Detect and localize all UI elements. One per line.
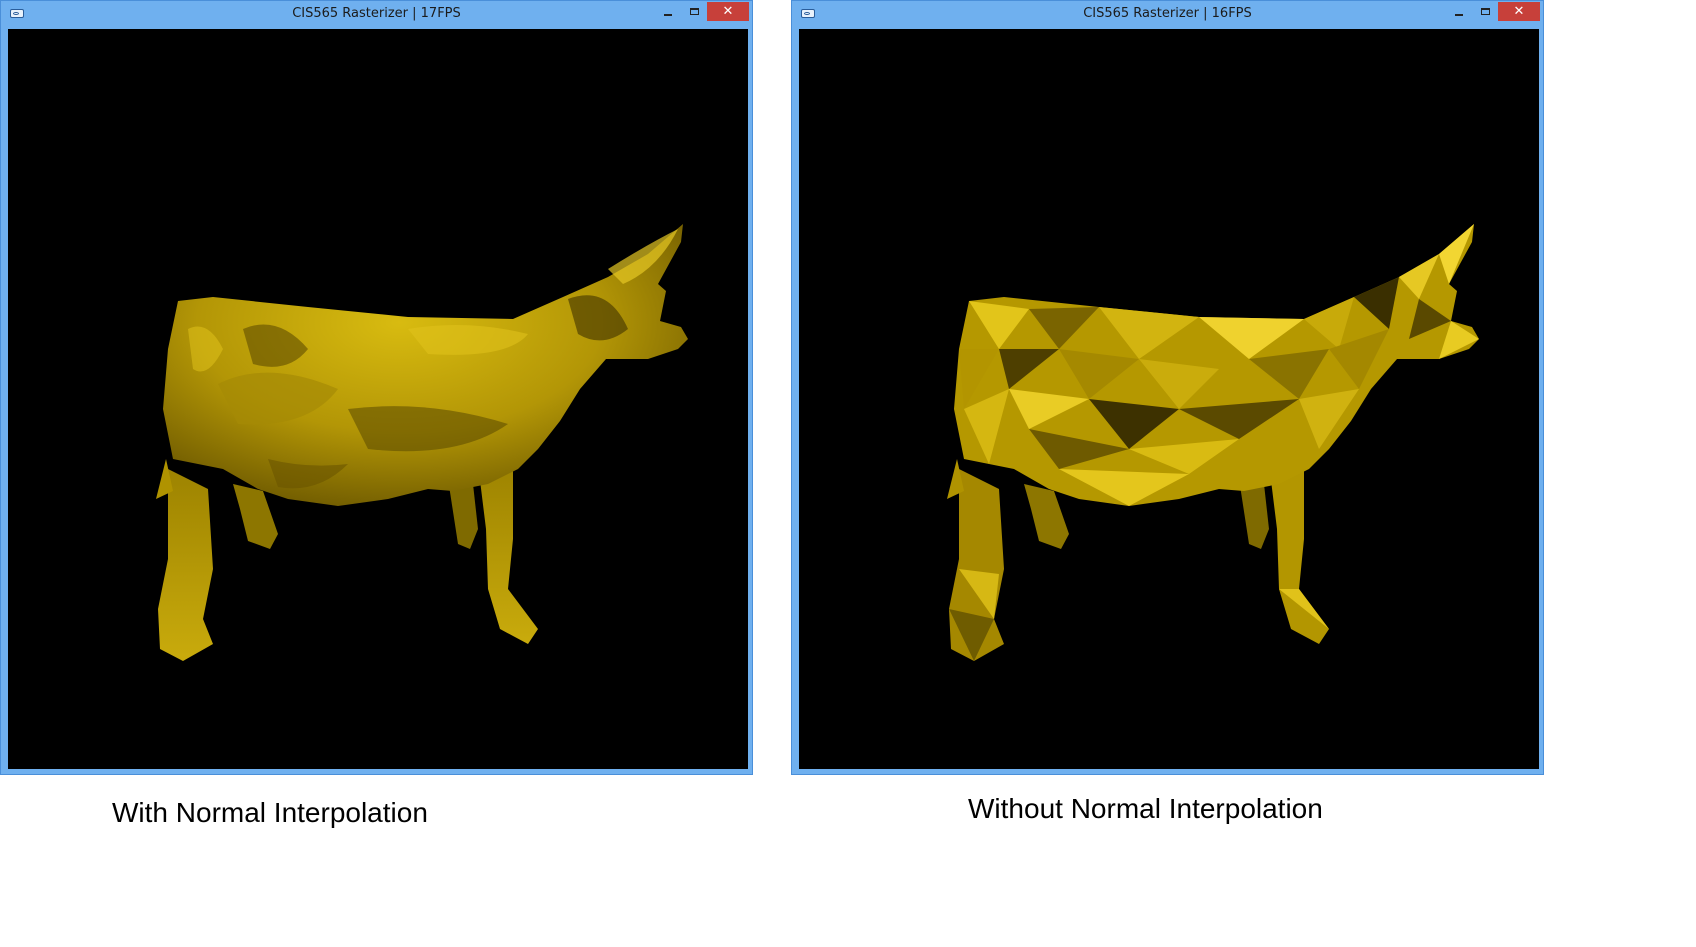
minimize-button[interactable] [655, 2, 681, 21]
caption-without-normal-interpolation: Without Normal Interpolation [968, 793, 1323, 824]
minimize-button[interactable] [1446, 2, 1472, 21]
minimize-icon [1455, 13, 1463, 16]
cow-render-flat [947, 224, 1479, 661]
app-icon[interactable] [801, 9, 815, 18]
minimize-icon [664, 13, 672, 16]
close-button[interactable]: ✕ [707, 2, 749, 21]
app-icon[interactable] [10, 9, 24, 18]
maximize-button[interactable] [681, 2, 707, 21]
caption-with-normal-interpolation: With Normal Interpolation [112, 797, 428, 828]
close-icon: ✕ [1513, 4, 1525, 19]
close-button[interactable]: ✕ [1498, 2, 1540, 21]
rasterizer-window-smooth[interactable]: CIS565 Rasterizer | 17FPS ✕ [0, 0, 753, 775]
close-icon: ✕ [722, 4, 734, 19]
window-title: CIS565 Rasterizer | 17FPS [292, 6, 461, 21]
maximize-icon [1480, 8, 1490, 15]
maximize-icon [689, 8, 699, 15]
render-viewport[interactable] [799, 29, 1539, 769]
maximize-button[interactable] [1472, 2, 1498, 21]
cow-render-smooth [156, 224, 688, 661]
rasterizer-window-flat[interactable]: CIS565 Rasterizer | 16FPS ✕ [791, 0, 1544, 775]
window-title: CIS565 Rasterizer | 16FPS [1083, 6, 1252, 21]
render-viewport[interactable] [8, 29, 748, 769]
title-bar[interactable]: CIS565 Rasterizer | 17FPS ✕ [1, 1, 752, 29]
title-bar[interactable]: CIS565 Rasterizer | 16FPS ✕ [792, 1, 1543, 29]
